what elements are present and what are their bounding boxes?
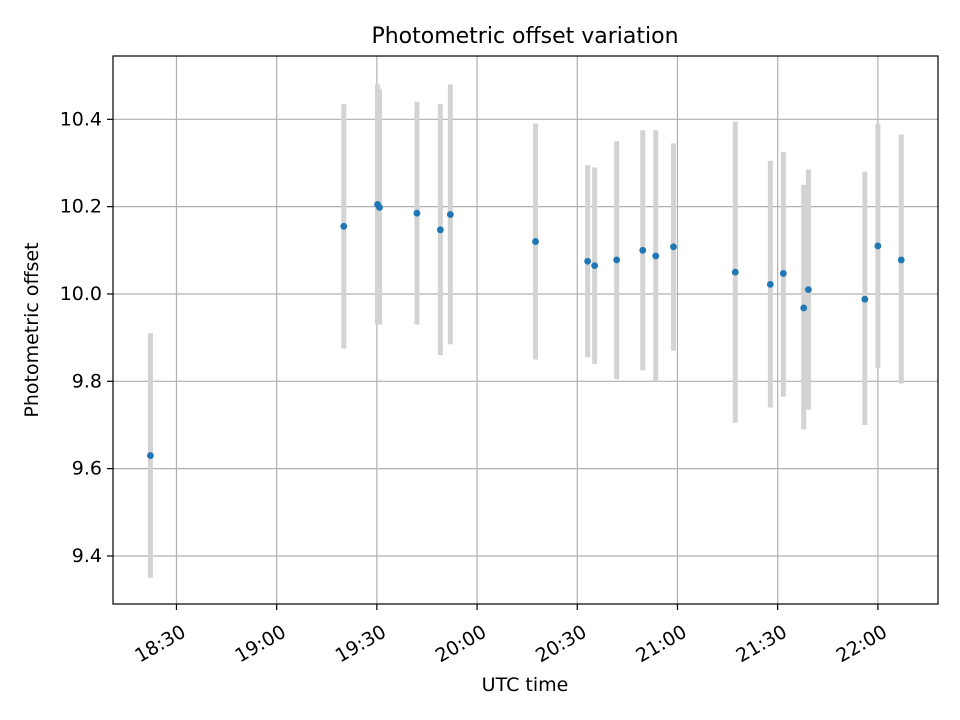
y-tick-label: 9.4	[72, 545, 102, 567]
data-point	[147, 452, 154, 459]
data-point	[731, 268, 739, 276]
data-point	[766, 280, 774, 288]
y-tick-label: 9.6	[72, 458, 102, 480]
chart-title: Photometric offset variation	[371, 24, 678, 49]
data-point	[340, 222, 348, 230]
data-point	[861, 295, 869, 303]
data-point	[532, 238, 539, 245]
data-point	[613, 256, 621, 264]
y-tick-label: 10.2	[60, 196, 102, 218]
data-point	[436, 226, 444, 234]
data-point	[584, 257, 592, 265]
data-point	[874, 242, 882, 250]
plot-area-frame	[112, 55, 939, 605]
data-point	[897, 256, 905, 264]
data-point	[413, 209, 421, 217]
data-point	[779, 270, 787, 277]
data-point	[800, 304, 808, 312]
data-point	[639, 246, 647, 254]
data-point	[591, 262, 599, 269]
y-axis-label: Photometric offset	[21, 242, 43, 417]
data-point	[446, 211, 454, 218]
y-tick-label: 9.8	[72, 370, 102, 392]
data-point	[376, 204, 383, 211]
data-point	[670, 243, 677, 251]
data-point	[805, 286, 812, 294]
data-points	[147, 201, 905, 459]
y-tick-label: 10.4	[60, 108, 102, 130]
x-axis-label: UTC time	[482, 674, 569, 696]
grid	[113, 56, 938, 604]
data-point	[652, 252, 660, 260]
y-tick-label: 10.0	[60, 283, 102, 305]
